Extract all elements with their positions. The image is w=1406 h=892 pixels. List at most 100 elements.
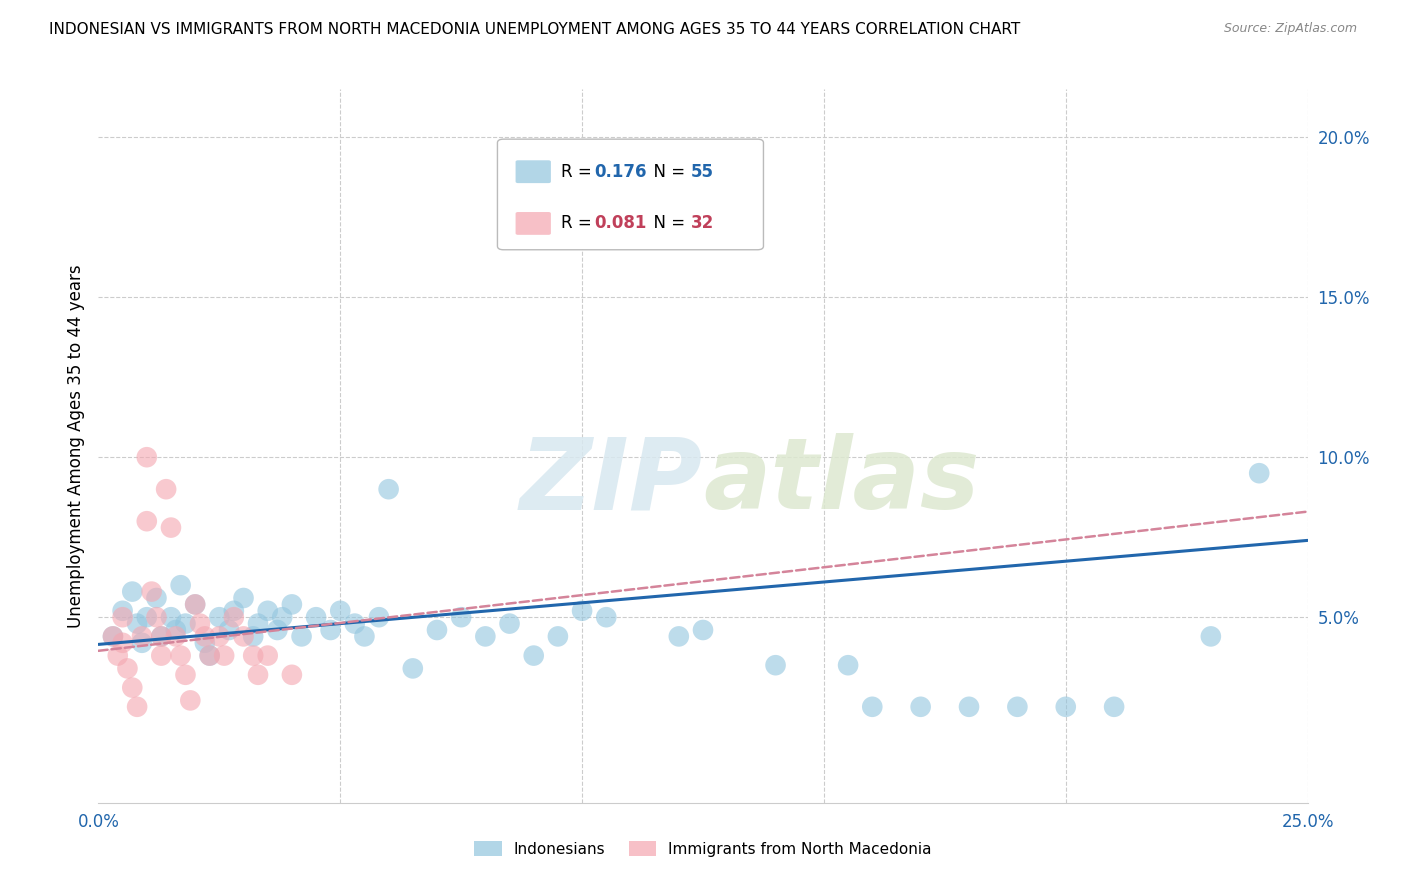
Text: atlas: atlas	[703, 434, 980, 530]
Point	[957, 699, 980, 714]
Point	[194, 629, 217, 643]
Point	[111, 610, 134, 624]
Text: INDONESIAN VS IMMIGRANTS FROM NORTH MACEDONIA UNEMPLOYMENT AMONG AGES 35 TO 44 Y: INDONESIAN VS IMMIGRANTS FROM NORTH MACE…	[49, 22, 1021, 37]
Point	[910, 699, 932, 714]
Point	[111, 636, 134, 650]
Point	[305, 610, 328, 624]
Point	[377, 482, 399, 496]
Text: 0.176: 0.176	[595, 162, 647, 181]
Point	[212, 648, 235, 663]
Point	[343, 616, 366, 631]
Point	[127, 616, 149, 631]
Point	[765, 658, 787, 673]
Point	[281, 668, 304, 682]
Point	[1249, 466, 1271, 480]
Text: R =: R =	[561, 162, 596, 181]
Point	[595, 610, 617, 624]
Point	[547, 629, 569, 643]
Point	[160, 520, 183, 534]
Point	[179, 693, 201, 707]
Point	[232, 629, 254, 643]
Point	[290, 629, 312, 643]
Point	[169, 578, 191, 592]
Point	[145, 610, 167, 624]
Text: 32: 32	[692, 214, 714, 233]
Point	[247, 668, 270, 682]
Point	[222, 610, 245, 624]
Point	[1007, 699, 1029, 714]
Point	[141, 584, 163, 599]
Point	[247, 616, 270, 631]
Point	[860, 699, 883, 714]
Point	[474, 629, 496, 643]
Point	[198, 648, 221, 663]
Point	[571, 604, 593, 618]
Point	[150, 629, 173, 643]
Point	[169, 648, 191, 663]
FancyBboxPatch shape	[498, 139, 763, 250]
Point	[174, 616, 197, 631]
Point	[160, 610, 183, 624]
Point	[353, 629, 375, 643]
Point	[135, 610, 157, 624]
Point	[329, 604, 352, 618]
Point	[256, 604, 278, 618]
Point	[101, 629, 124, 643]
Point	[402, 661, 425, 675]
Point	[426, 623, 449, 637]
Point	[165, 623, 187, 637]
Point	[194, 636, 217, 650]
Point	[135, 514, 157, 528]
Point	[232, 591, 254, 605]
Point	[266, 623, 288, 637]
Legend: Indonesians, Immigrants from North Macedonia: Indonesians, Immigrants from North Maced…	[468, 835, 938, 863]
Point	[131, 629, 153, 643]
Point	[184, 598, 207, 612]
FancyBboxPatch shape	[516, 212, 551, 235]
Point	[1199, 629, 1222, 643]
Text: ZIP: ZIP	[520, 434, 703, 530]
Point	[150, 648, 173, 663]
Point	[127, 699, 149, 714]
Point	[131, 636, 153, 650]
Text: N =: N =	[643, 162, 690, 181]
Point	[668, 629, 690, 643]
Point	[619, 210, 641, 224]
Point	[692, 623, 714, 637]
Point	[1102, 699, 1125, 714]
FancyBboxPatch shape	[516, 161, 551, 183]
Point	[107, 648, 129, 663]
Text: R =: R =	[561, 214, 596, 233]
Point	[368, 610, 391, 624]
Text: Source: ZipAtlas.com: Source: ZipAtlas.com	[1223, 22, 1357, 36]
Point	[222, 604, 245, 618]
Point	[242, 648, 264, 663]
Point	[101, 629, 124, 643]
Point	[174, 668, 197, 682]
Point	[208, 629, 231, 643]
Point	[281, 598, 304, 612]
Point	[319, 623, 342, 637]
Point	[188, 616, 211, 631]
Point	[155, 482, 177, 496]
Point	[150, 629, 173, 643]
Point	[256, 648, 278, 663]
Point	[498, 616, 520, 631]
Point	[135, 450, 157, 465]
Text: 55: 55	[692, 162, 714, 181]
Point	[837, 658, 859, 673]
Point	[271, 610, 294, 624]
Point	[184, 598, 207, 612]
Point	[1054, 699, 1077, 714]
Point	[121, 681, 143, 695]
Y-axis label: Unemployment Among Ages 35 to 44 years: Unemployment Among Ages 35 to 44 years	[66, 264, 84, 628]
Point	[111, 604, 134, 618]
Point	[242, 629, 264, 643]
Point	[165, 629, 187, 643]
Point	[198, 648, 221, 663]
Text: 0.081: 0.081	[595, 214, 647, 233]
Point	[121, 584, 143, 599]
Point	[218, 623, 240, 637]
Point	[117, 661, 139, 675]
Point	[450, 610, 472, 624]
